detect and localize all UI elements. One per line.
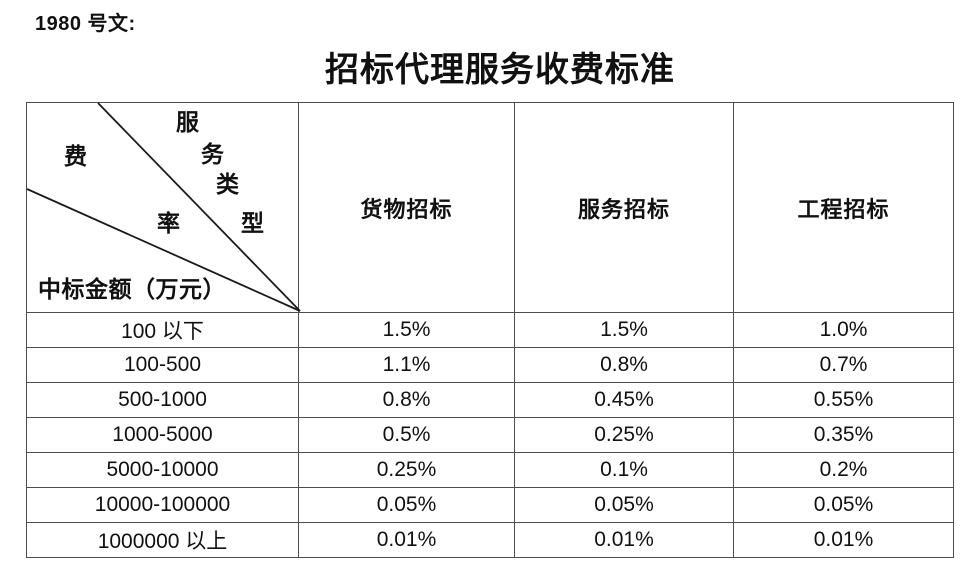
rate-cell: 0.01% xyxy=(734,523,953,557)
fee-table: 服 务 类 型 费 率 中标金额（万元） 货物招标 服务招标 工程招标 100 … xyxy=(26,102,954,558)
rate-cell: 1.1% xyxy=(299,348,514,382)
amount-range-cell: 5000-10000 xyxy=(27,453,298,487)
doc-reference: 1980 号文: xyxy=(35,13,136,35)
rate-cell: 0.05% xyxy=(734,488,953,522)
rate-cell: 1.5% xyxy=(515,313,733,347)
page-title: 招标代理服务收费标准 xyxy=(325,52,675,89)
diagonal-split-lines xyxy=(26,102,301,312)
rate-cell: 1.0% xyxy=(734,313,953,347)
rate-cell: 0.25% xyxy=(299,453,514,487)
diagonal-header-cell: 服 务 类 型 费 率 中标金额（万元） xyxy=(26,102,301,312)
rate-cell: 0.05% xyxy=(515,488,733,522)
bid-amount-axis-label: 中标金额（万元） xyxy=(38,277,226,302)
rate-cell: 0.01% xyxy=(299,523,514,557)
rate-cell: 0.8% xyxy=(299,383,514,417)
rate-cell: 0.55% xyxy=(734,383,953,417)
rate-cell: 0.05% xyxy=(299,488,514,522)
rate-cell: 0.5% xyxy=(299,418,514,452)
amount-range-cell: 10000-100000 xyxy=(27,488,298,522)
amount-range-cell: 100-500 xyxy=(27,348,298,382)
rate-cell: 1.5% xyxy=(299,313,514,347)
diagonal-label-char-service-type-1: 服 xyxy=(176,110,199,135)
amount-range-cell: 100 以下 xyxy=(27,313,298,347)
column-header-goods-bidding: 货物招标 xyxy=(299,103,514,312)
amount-range-cell: 1000-5000 xyxy=(27,418,298,452)
diagonal-label-char-service-type-4: 型 xyxy=(241,211,264,236)
rate-cell: 0.2% xyxy=(734,453,953,487)
rate-cell: 0.35% xyxy=(734,418,953,452)
rate-cell: 0.8% xyxy=(515,348,733,382)
rate-cell: 0.01% xyxy=(515,523,733,557)
diagonal-label-char-fee-rate-1: 费 xyxy=(64,144,87,169)
amount-range-cell: 500-1000 xyxy=(27,383,298,417)
diagonal-label-char-fee-rate-2: 率 xyxy=(157,211,180,236)
diagonal-label-char-service-type-2: 务 xyxy=(201,142,224,167)
rate-cell: 0.7% xyxy=(734,348,953,382)
amount-range-cell: 1000000 以上 xyxy=(27,523,298,557)
rate-cell: 0.25% xyxy=(515,418,733,452)
rate-cell: 0.1% xyxy=(515,453,733,487)
column-header-service-bidding: 服务招标 xyxy=(515,103,733,312)
rate-cell: 0.45% xyxy=(515,383,733,417)
diagonal-label-char-service-type-3: 类 xyxy=(216,172,239,197)
column-header-engineering-bidding: 工程招标 xyxy=(734,103,953,312)
